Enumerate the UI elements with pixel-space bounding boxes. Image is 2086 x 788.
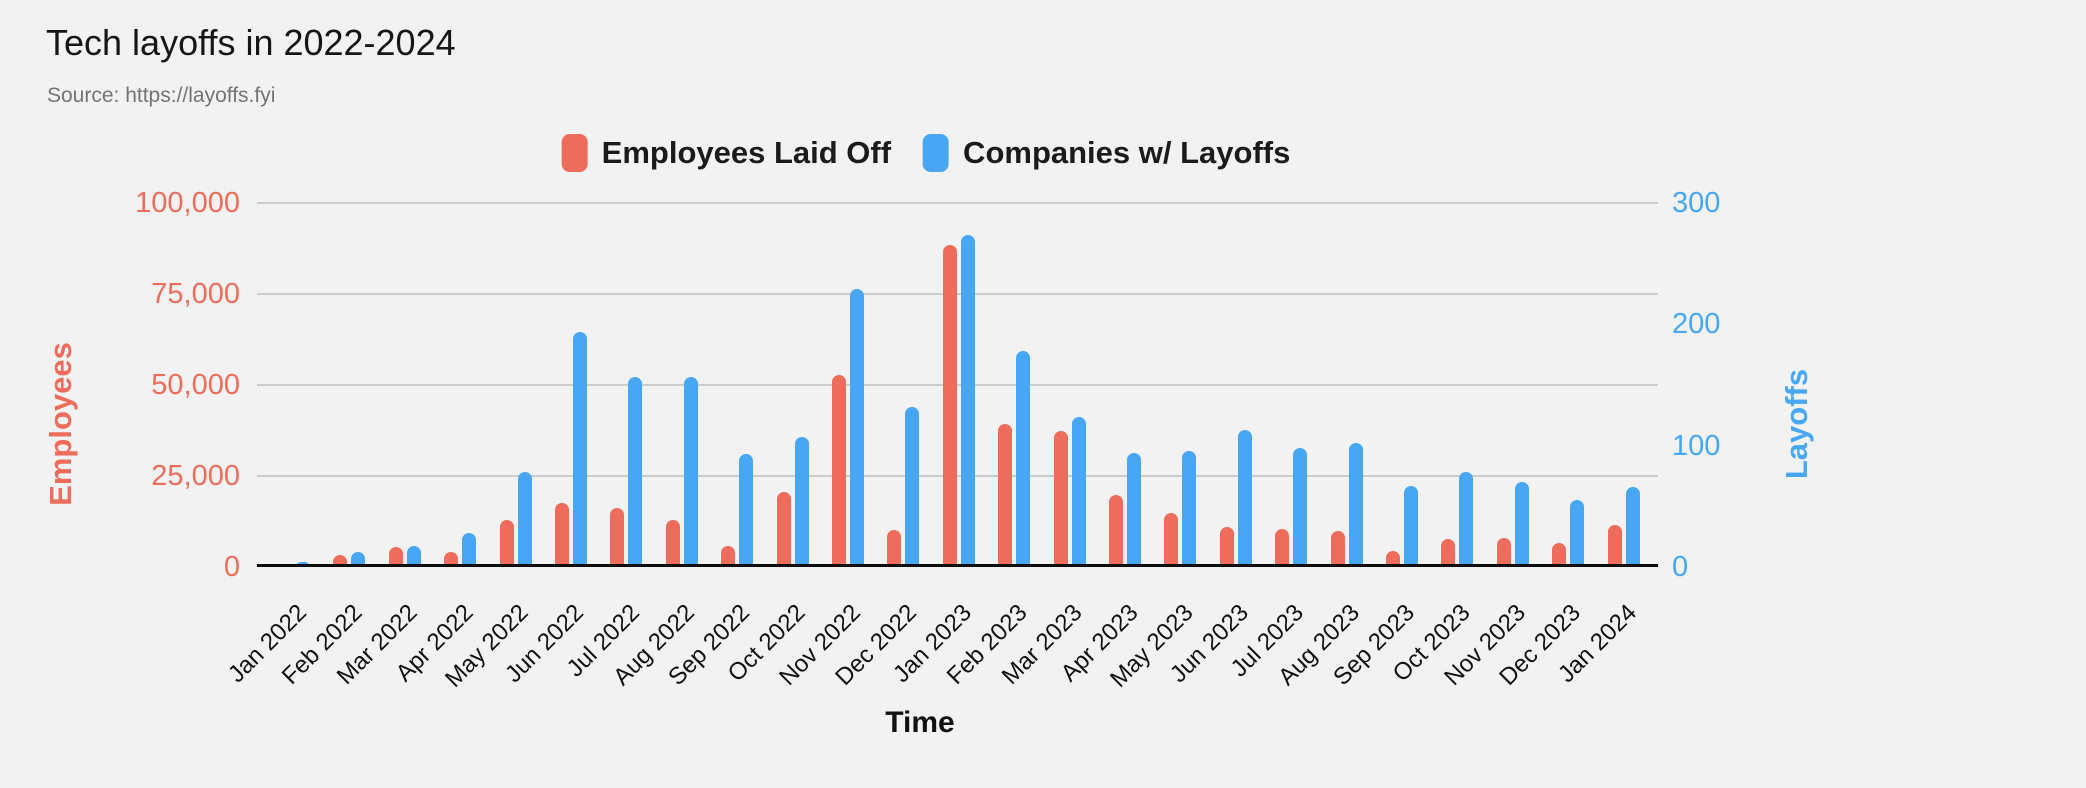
bar-employees bbox=[1164, 513, 1179, 567]
employees-legend-swatch-icon bbox=[561, 134, 588, 172]
y-tick-label-right: 300 bbox=[1672, 187, 1721, 219]
gridline bbox=[257, 293, 1658, 295]
legend-label-employees: Employees Laid Off bbox=[601, 135, 892, 170]
page-title: Tech layoffs in 2022-2024 bbox=[46, 22, 456, 63]
y-axis-title-layoffs: Layoffs bbox=[1779, 368, 1814, 480]
y-tick-label-left: 100,000 bbox=[135, 187, 240, 219]
bar-companies bbox=[1459, 472, 1474, 567]
bar-employees bbox=[721, 546, 736, 567]
bar-companies bbox=[1071, 417, 1086, 567]
bar-employees bbox=[1109, 495, 1123, 567]
y-tick-label-left: 25,000 bbox=[151, 460, 240, 492]
bar-companies bbox=[351, 552, 366, 567]
bar-employees bbox=[776, 492, 791, 567]
bar-companies bbox=[850, 289, 864, 567]
bar-companies bbox=[406, 546, 421, 567]
bar-companies bbox=[573, 332, 587, 567]
bar-companies bbox=[462, 533, 477, 567]
x-axis-baseline bbox=[257, 564, 1658, 567]
bar-employees bbox=[1552, 543, 1567, 567]
bar-companies bbox=[794, 437, 809, 567]
bar-companies bbox=[1237, 430, 1252, 567]
bar-employees bbox=[1330, 531, 1345, 567]
bar-companies bbox=[517, 472, 532, 567]
y-tick-label-right: 100 bbox=[1672, 429, 1721, 462]
bar-companies bbox=[1127, 453, 1141, 567]
legend-label-companies: Companies w/ Layoffs bbox=[963, 135, 1291, 170]
bar-companies bbox=[628, 377, 643, 567]
bar-companies bbox=[1625, 487, 1640, 567]
legend-item-companies: Companies w/ Layoffs bbox=[923, 134, 1290, 172]
bar-companies bbox=[1404, 486, 1418, 567]
y-tick-label-right: 200 bbox=[1672, 308, 1721, 341]
legend: Employees Laid Off Companies w/ Layoffs bbox=[561, 134, 1290, 172]
gridline bbox=[257, 475, 1658, 477]
bar-employees bbox=[942, 245, 957, 567]
source-note: Source: https://layoffs.fyi bbox=[47, 84, 276, 107]
bar-companies bbox=[1182, 451, 1197, 567]
bar-employees bbox=[444, 552, 459, 567]
bar-companies bbox=[739, 454, 754, 567]
bar-employees bbox=[1607, 525, 1622, 567]
bar-companies bbox=[1570, 500, 1585, 567]
bar-companies bbox=[683, 377, 698, 567]
bar-employees bbox=[998, 424, 1013, 567]
bar-employees bbox=[388, 547, 403, 567]
bar-employees bbox=[1053, 431, 1068, 567]
y-tick-label-right: 0 bbox=[1672, 551, 1689, 583]
bar-employees bbox=[1496, 538, 1511, 567]
bar-employees bbox=[499, 520, 514, 567]
bar-employees bbox=[1386, 551, 1400, 567]
y-tick-label-left: 0 bbox=[223, 551, 240, 583]
bar-companies bbox=[1016, 351, 1031, 567]
bar-companies bbox=[1348, 443, 1363, 567]
bar-employees bbox=[1219, 527, 1234, 567]
bar-employees bbox=[1441, 539, 1456, 567]
bar-employees bbox=[665, 520, 680, 567]
bar-employees bbox=[887, 530, 902, 567]
gridline bbox=[257, 384, 1658, 386]
bar-companies bbox=[960, 235, 975, 567]
y-tick-label-left: 75,000 bbox=[151, 278, 240, 310]
bar-employees bbox=[1275, 529, 1290, 567]
bar-employees bbox=[610, 508, 625, 567]
gridline bbox=[257, 202, 1658, 204]
bar-companies bbox=[1293, 448, 1308, 567]
bar-employees bbox=[555, 503, 569, 567]
companies-legend-swatch-icon bbox=[923, 134, 950, 172]
y-tick-label-left: 50,000 bbox=[151, 369, 240, 401]
bar-companies bbox=[1514, 482, 1529, 567]
x-axis-title: Time bbox=[885, 706, 955, 739]
legend-item-employees: Employees Laid Off bbox=[561, 134, 892, 172]
bar-companies bbox=[905, 407, 920, 567]
bar-employees bbox=[832, 375, 846, 567]
